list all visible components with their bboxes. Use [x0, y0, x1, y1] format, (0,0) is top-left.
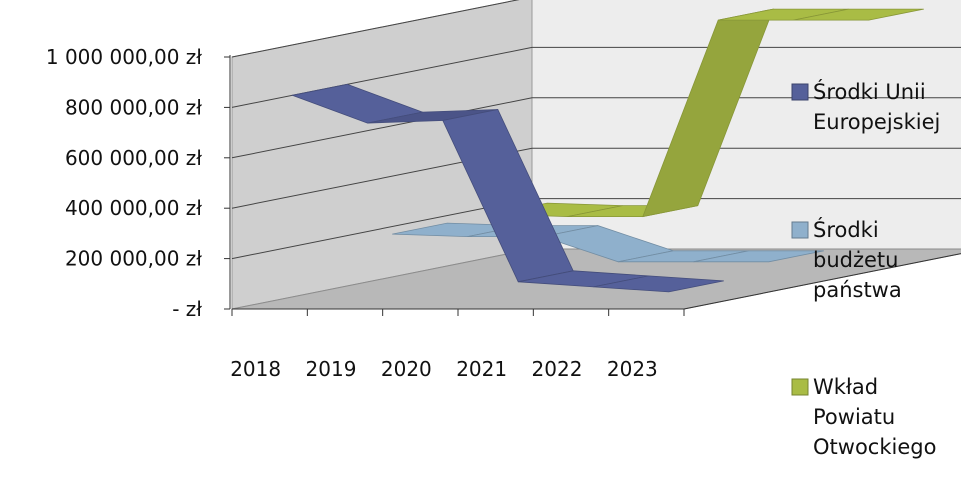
x-tick-label: 2022	[532, 357, 583, 381]
legend-label: Europejskiej	[813, 110, 940, 134]
legend-label: państwa	[813, 278, 902, 302]
legend-label: budżetu	[813, 248, 898, 272]
legend-label: Środki	[813, 217, 879, 242]
legend-item-3: Wkład Powiatu Otwockiego	[791, 375, 936, 459]
legend-label: Otwockiego	[813, 435, 936, 459]
series-3-segment	[793, 8, 924, 21]
axes	[224, 55, 961, 316]
x-tick-label: 2021	[456, 357, 507, 381]
x-tick-label: 2023	[607, 357, 658, 381]
legend: Środki Unii Europejskiej Środki budżetu pańs…	[791, 79, 940, 459]
series-2-segment	[693, 250, 824, 263]
y-axis-labels: - zł 200 000,00 zł 400 000,00 zł 600 000,00…	[46, 45, 202, 321]
y-tick-label: - zł	[172, 297, 202, 321]
legend-label: Środki Unii	[813, 79, 926, 104]
legend-label: Powiatu	[813, 405, 895, 429]
x-tick-label: 2018	[230, 357, 281, 381]
legend-swatch	[791, 83, 809, 101]
legend-swatch	[791, 221, 809, 239]
legend-swatch	[791, 378, 809, 396]
series-layer	[290, 8, 924, 293]
y-tick-label: 1 000 000,00 zł	[46, 45, 202, 69]
series-1-line	[290, 83, 724, 293]
x-tick-label: 2019	[306, 357, 357, 381]
legend-item-1: Środki Unii Europejskiej	[791, 79, 940, 134]
y-tick-label: 400 000,00 zł	[65, 196, 202, 220]
series-1-segment	[593, 275, 724, 293]
gridline	[231, 0, 520, 58]
y-tick-label: 200 000,00 zł	[65, 247, 202, 271]
legend-label: Wkład	[813, 375, 878, 399]
y-tick-label: 800 000,00 zł	[65, 95, 202, 119]
legend-item-2: Środki budżetu państwa	[791, 217, 902, 302]
x-axis-labels: 2018 2019 2020 2021 2022 2023	[230, 357, 658, 381]
gridline	[231, 147, 961, 209]
y-tick-label: 600 000,00 zł	[65, 146, 202, 170]
chart-walls	[231, 0, 961, 310]
gridline	[231, 97, 961, 159]
x-tick-label: 2020	[381, 357, 432, 381]
